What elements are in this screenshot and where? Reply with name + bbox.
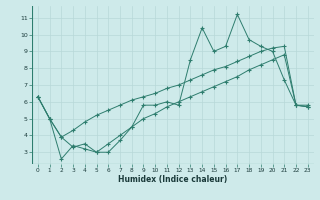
X-axis label: Humidex (Indice chaleur): Humidex (Indice chaleur) [118,175,228,184]
